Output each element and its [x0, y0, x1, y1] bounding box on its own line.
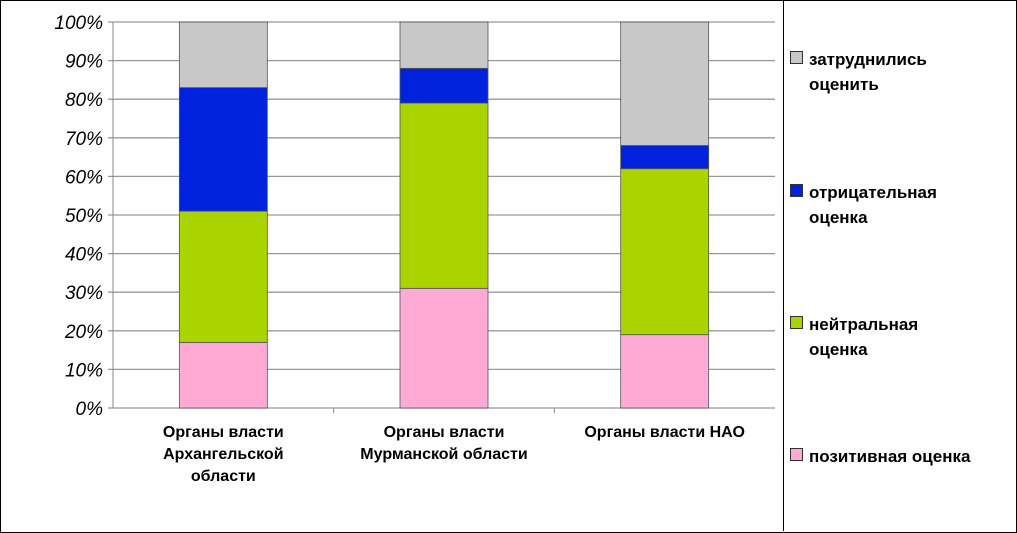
bar-segment	[178, 21, 268, 89]
bar-segment	[620, 21, 710, 146]
y-tick-label: 20%	[64, 322, 103, 343]
bar-segment	[178, 87, 268, 212]
legend-swatch	[790, 316, 803, 329]
bar-segment	[178, 210, 268, 343]
y-tick-label: 60%	[65, 167, 103, 188]
stacked-bar-chart: 0% 10% 20% 30% 40% 50% 60% 70% 80% 90% 100% Органы …	[54, 13, 775, 485]
legend-item: затруднились оценить	[790, 47, 1017, 97]
legend-swatch	[790, 184, 803, 197]
y-tick-label: 80%	[65, 90, 103, 111]
legend-label: затруднились оценить	[809, 50, 927, 94]
legend-item: отрицательная оценка	[790, 180, 1017, 230]
x-category-label: Органы власти Мурманской области	[360, 424, 527, 463]
legend-label: отрицательная оценка	[809, 183, 937, 227]
y-tick-label: 100%	[54, 13, 103, 34]
legend-swatch	[790, 448, 803, 461]
bar-segment	[399, 21, 489, 69]
y-tick-label: 40%	[65, 245, 103, 266]
y-tick-label: 90%	[65, 52, 103, 73]
bar-segment	[399, 102, 489, 289]
bar-segment	[178, 341, 268, 409]
y-tick-label: 30%	[65, 283, 103, 304]
y-tick-label: 10%	[65, 360, 103, 381]
legend-item: позитивная оценка	[790, 444, 1017, 469]
bar-segment	[620, 168, 710, 336]
legend: затруднились оценить отрицательная оценка не…	[783, 0, 1016, 531]
x-category-label: Органы власти Архангельской области	[163, 424, 284, 485]
bar-segment	[620, 145, 710, 170]
y-tick-label: 70%	[65, 129, 103, 150]
legend-item: нейтральная оценка	[790, 312, 1017, 362]
legend-swatch	[790, 51, 803, 64]
legend-label: позитивная оценка	[809, 447, 971, 466]
y-tick-label: 0%	[76, 399, 104, 420]
bar-segment	[399, 287, 489, 409]
x-category-label: Органы власти НАО	[584, 424, 745, 441]
bar-segment	[399, 67, 489, 104]
bar-segment	[620, 334, 710, 409]
legend-label: нейтральная оценка	[809, 315, 919, 359]
y-tick-label: 50%	[65, 206, 103, 227]
